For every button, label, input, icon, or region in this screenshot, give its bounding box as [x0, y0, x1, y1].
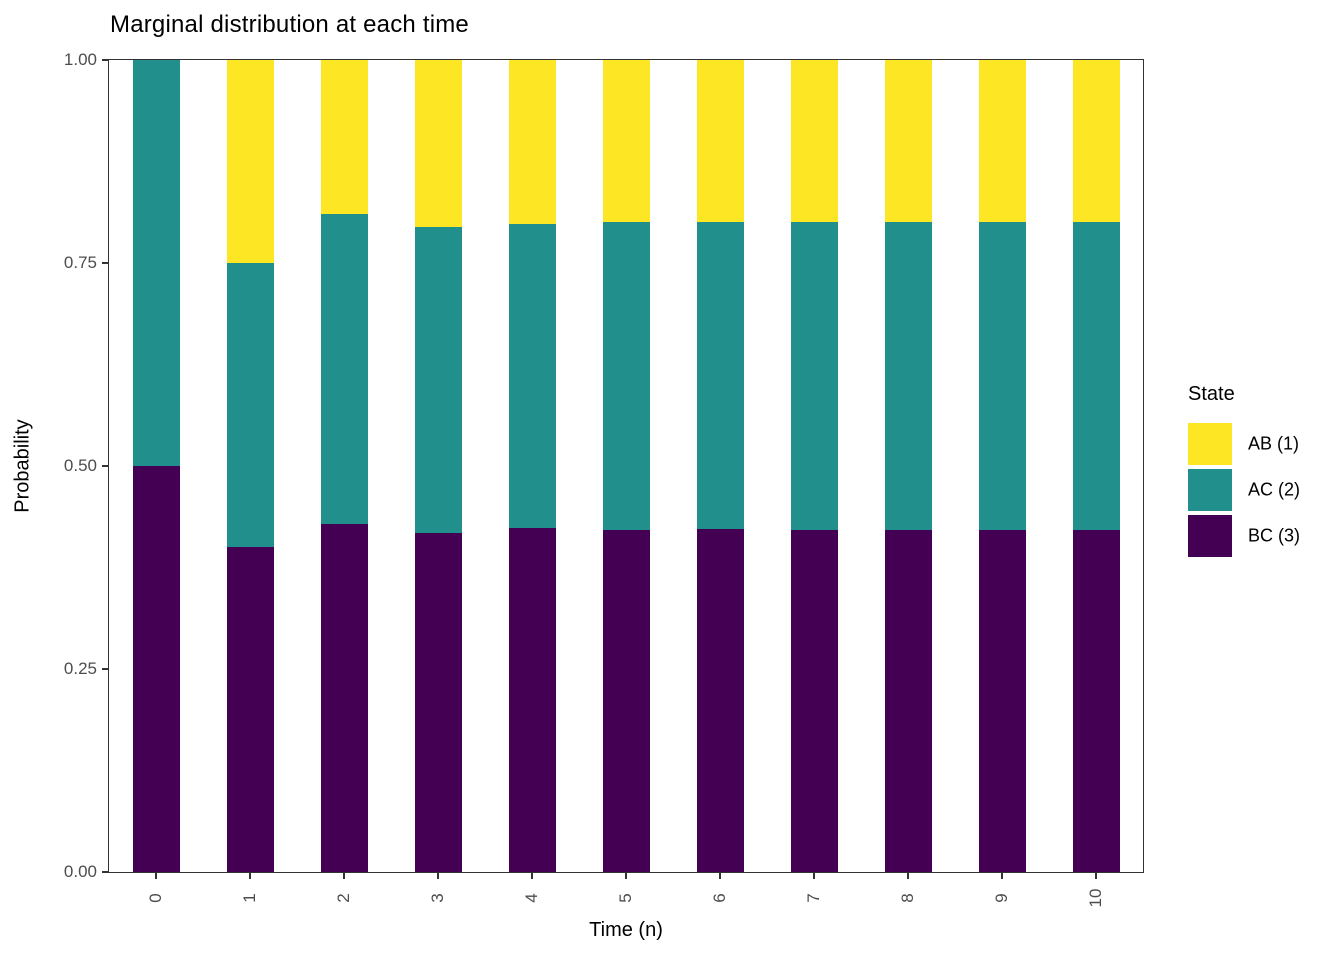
plot-title: Marginal distribution at each time — [110, 11, 469, 38]
plot-panel — [108, 59, 1144, 873]
x-tick-mark — [343, 873, 345, 879]
bar-segment — [884, 60, 932, 223]
bar-segment — [414, 60, 462, 227]
bar-segment — [132, 60, 180, 466]
x-tick-mark — [1001, 873, 1003, 879]
bar-segment — [790, 60, 838, 223]
x-tick-mark — [249, 873, 251, 879]
bar-segment — [790, 222, 838, 531]
bar-segment — [1072, 222, 1120, 531]
bar-segment — [320, 523, 368, 872]
bar-segment — [320, 60, 368, 215]
x-axis-title: Time (n) — [589, 919, 663, 941]
bar-segment — [884, 222, 932, 531]
bar-segment — [884, 530, 932, 872]
y-tick-label: 0.50 — [63, 456, 97, 475]
x-tick-label: 4 — [522, 893, 541, 903]
bar-segment — [1072, 60, 1120, 223]
bar-segment — [696, 529, 744, 872]
bar-segment — [414, 533, 462, 872]
bar-segment — [508, 527, 556, 872]
y-tick-label: 0.00 — [63, 862, 97, 881]
x-tick-label: 5 — [616, 893, 635, 903]
bar-segment — [508, 60, 556, 224]
y-tick-mark — [102, 465, 108, 467]
legend-entry: BC (3) — [1188, 515, 1338, 557]
y-tick-mark — [102, 668, 108, 670]
x-tick-label: 0 — [146, 893, 165, 903]
legend-entry: AB (1) — [1188, 423, 1338, 465]
legend-key-swatch — [1188, 469, 1232, 511]
bar-segment — [508, 224, 556, 528]
y-tick-label: 0.25 — [63, 659, 97, 678]
legend-entries: AB (1) AC (2) BC (3) — [1188, 423, 1338, 557]
bar-segment — [132, 466, 180, 872]
x-tick-label: 10 — [1086, 888, 1105, 908]
x-tick-label: 1 — [240, 893, 259, 903]
legend-title: State — [1188, 383, 1235, 405]
legend-key-swatch — [1188, 515, 1232, 557]
x-tick-mark — [625, 873, 627, 879]
x-tick-mark — [719, 873, 721, 879]
x-tick-mark — [155, 873, 157, 879]
y-tick-mark — [102, 871, 108, 873]
legend-entry-label: AC (2) — [1248, 479, 1301, 500]
x-tick-label: 6 — [710, 893, 729, 903]
legend-entry-label: BC (3) — [1248, 525, 1301, 546]
x-tick-mark — [813, 873, 815, 879]
x-tick-mark — [531, 873, 533, 879]
bar-segment — [414, 226, 462, 534]
legend-entry-label: AB (1) — [1248, 433, 1300, 454]
bar-segment — [696, 60, 744, 223]
y-tick-label: 1.00 — [63, 50, 97, 69]
legend: State AB (1) AC (2) BC (3) — [1188, 383, 1338, 561]
bar-segment — [1072, 530, 1120, 872]
bar-segment — [226, 547, 274, 872]
bar-segment — [978, 530, 1026, 872]
bar-segment — [602, 222, 650, 531]
x-tick-label: 2 — [334, 893, 353, 903]
bar-segment — [790, 530, 838, 872]
bar-segment — [226, 263, 274, 548]
bar-segment — [602, 530, 650, 872]
y-tick-label: 0.75 — [63, 253, 97, 272]
x-tick-label: 3 — [428, 893, 447, 903]
y-tick-mark — [102, 262, 108, 264]
bar-segment — [320, 214, 368, 524]
bar-segment — [602, 60, 650, 223]
y-axis-title: Probability — [11, 419, 34, 513]
bar-segment — [978, 60, 1026, 223]
x-tick-label: 9 — [992, 893, 1011, 903]
x-tick-mark — [437, 873, 439, 879]
legend-entry: AC (2) — [1188, 469, 1338, 511]
x-tick-mark — [1095, 873, 1097, 879]
legend-key-swatch — [1188, 423, 1232, 465]
y-tick-mark — [102, 59, 108, 61]
x-tick-label: 7 — [804, 893, 823, 903]
x-tick-label: 8 — [898, 893, 917, 903]
bar-segment — [696, 222, 744, 530]
bar-segment — [978, 222, 1026, 531]
x-tick-mark — [907, 873, 909, 879]
bar-segment — [226, 60, 274, 263]
